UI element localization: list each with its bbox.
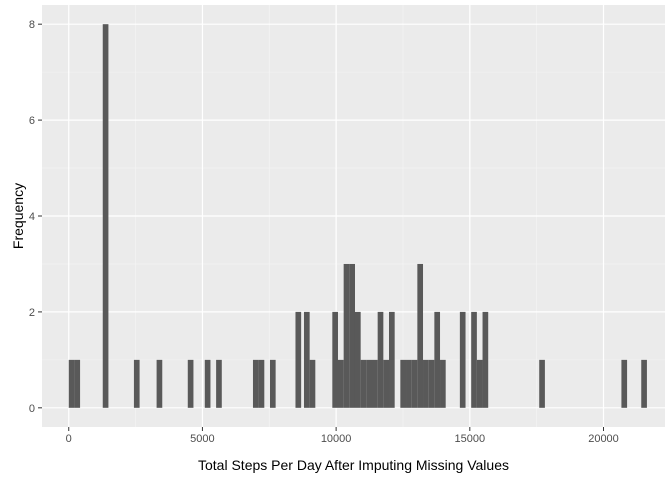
x-tick-label: 5000 <box>190 433 214 445</box>
histogram-bar <box>349 263 355 408</box>
histogram-bar <box>377 311 384 408</box>
x-tick-label: 15000 <box>455 433 486 445</box>
histogram-bar <box>440 359 446 408</box>
y-tick-label: 8 <box>29 19 35 31</box>
histogram-bar <box>476 359 483 408</box>
histogram-bar <box>156 359 163 408</box>
histogram-bar <box>417 263 424 408</box>
histogram-bar <box>428 359 435 408</box>
x-tick-label: 0 <box>66 433 72 445</box>
histogram-bar <box>204 359 211 408</box>
histogram-bar <box>332 311 338 408</box>
histogram-bar <box>216 359 222 408</box>
x-tick-label: 10000 <box>321 433 352 445</box>
histogram-bar <box>471 311 477 408</box>
histogram-bar <box>539 359 545 408</box>
histogram-bar <box>102 24 109 408</box>
histogram-bar <box>383 359 390 408</box>
histogram-bar <box>295 311 302 408</box>
histogram-bar <box>343 263 350 408</box>
y-axis: 0 2 4 6 8 <box>29 19 42 415</box>
histogram-bar <box>269 359 276 408</box>
histogram-bar <box>411 359 418 408</box>
histogram-bar <box>423 359 429 408</box>
histogram-bar <box>74 359 81 408</box>
y-tick-label: 0 <box>29 403 35 415</box>
histogram-bar <box>641 359 647 408</box>
histogram-bar <box>400 359 407 408</box>
histogram-bar <box>258 359 265 408</box>
x-tick-label: 20000 <box>588 433 619 445</box>
histogram-bar <box>309 359 316 408</box>
y-tick-label: 4 <box>29 211 35 223</box>
histogram-bar <box>459 311 466 408</box>
histogram-bar <box>406 359 412 408</box>
histogram-bar <box>434 311 441 408</box>
y-axis-title: Frequency <box>10 183 26 249</box>
x-axis-title: Total Steps Per Day After Imputing Missi… <box>198 457 509 473</box>
histogram-bar <box>389 311 395 408</box>
histogram-bar <box>337 359 344 408</box>
histogram-bar <box>360 359 367 408</box>
histogram-bar <box>252 359 259 408</box>
histogram-bar <box>366 359 373 408</box>
histogram-bar <box>354 311 361 408</box>
x-axis: 0 5000 10000 15000 20000 <box>66 427 619 445</box>
y-tick-label: 6 <box>29 115 35 127</box>
y-tick-label: 2 <box>29 307 35 319</box>
histogram-bar <box>372 359 378 408</box>
histogram-bar <box>68 359 75 408</box>
histogram-bar <box>187 359 194 408</box>
histogram-bar <box>621 359 628 408</box>
histogram-bar <box>133 359 140 408</box>
histogram-bar <box>482 311 489 408</box>
histogram-bar <box>303 311 310 408</box>
histogram-bars <box>68 24 647 408</box>
